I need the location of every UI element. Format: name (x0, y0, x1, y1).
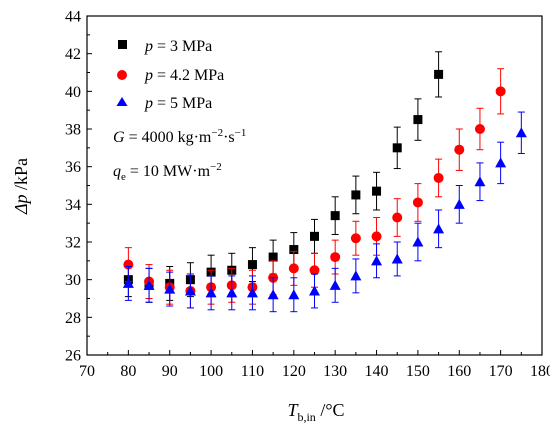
y-tick-label: 40 (65, 84, 81, 101)
data-point (330, 252, 341, 263)
data-point (495, 157, 507, 168)
y-axis-title-unit: /kPa (11, 158, 31, 195)
series-1 (123, 68, 506, 309)
x-tick-label: 160 (447, 363, 471, 380)
data-point (412, 197, 423, 208)
annotation-mass-flux: G = 4000 kg·m−2·s−1 (113, 127, 246, 146)
data-point (247, 260, 257, 270)
data-point (330, 211, 340, 221)
x-axis-title: Tb,in /°C (287, 400, 344, 424)
data-point (392, 212, 403, 223)
x-tick-label: 140 (365, 363, 389, 380)
plot-marks (122, 51, 527, 313)
y-axis-title-main: Δp (11, 194, 31, 215)
y-tick-label: 28 (65, 310, 81, 327)
data-point (371, 255, 383, 266)
data-point (122, 277, 134, 288)
x-tick-label: 110 (241, 363, 264, 380)
y-tick-label: 44 (65, 9, 81, 26)
data-point (515, 127, 527, 138)
data-point (288, 289, 300, 300)
data-point (474, 124, 485, 134)
data-point (433, 223, 445, 234)
data-point (310, 231, 319, 241)
x-tick-label: 130 (323, 363, 347, 380)
x-tick-label: 170 (489, 363, 513, 380)
data-point (412, 236, 424, 247)
y-tick-label: 42 (65, 46, 81, 63)
data-point (309, 265, 320, 276)
x-tick-label: 70 (79, 363, 95, 380)
data-point (392, 143, 402, 153)
y-tick-label: 34 (65, 197, 81, 214)
data-point (143, 279, 155, 290)
data-point (164, 283, 176, 294)
data-point (495, 86, 506, 97)
y-axis-title: Δp /kPa (11, 158, 31, 215)
x-tick-label: 150 (406, 363, 430, 380)
y-tick-label: 32 (65, 235, 81, 252)
data-point (226, 287, 238, 298)
axis-ticks: 70 80 90 100 110 120 130 140 150 160 170 180 26 28 30 3… (65, 9, 550, 381)
legend-marker-5mpa (116, 97, 128, 106)
y-tick-label: 26 (65, 348, 81, 365)
data-point (454, 144, 465, 155)
data-point (391, 253, 403, 264)
legend-label-5mpa: p = 5 MPa (144, 95, 212, 112)
y-tick-label: 38 (65, 122, 81, 139)
data-point (350, 270, 362, 281)
data-point (289, 245, 299, 255)
x-tick-label: 100 (199, 363, 223, 380)
data-point (329, 279, 341, 290)
data-point (372, 186, 382, 196)
data-point (413, 115, 423, 125)
data-point (309, 285, 320, 296)
legend-marker-3mpa (118, 40, 127, 49)
legend-marker-4-2mpa (117, 70, 127, 80)
data-point (205, 287, 217, 298)
legend-label-4-2mpa: p = 4.2 MPa (144, 67, 224, 84)
x-tick-label: 90 (162, 363, 178, 380)
data-point (453, 198, 465, 209)
y-tick-label: 30 (65, 272, 81, 289)
x-tick-label: 120 (282, 363, 306, 380)
legend-label-3mpa: p = 3 MPa (144, 38, 212, 55)
data-point (371, 231, 382, 242)
data-point (184, 285, 196, 296)
annotation-heat-flux: qe = 10 MW·m−2 (113, 161, 222, 183)
data-point (350, 233, 361, 244)
legend: p = 3 MPa p = 4.2 MPa p = 5 MPa (116, 38, 224, 112)
data-point (351, 190, 361, 200)
series-2 (122, 111, 527, 313)
data-point (246, 287, 258, 298)
x-axis-title-sub: b,in (297, 410, 315, 424)
data-point (288, 263, 299, 274)
data-point (123, 259, 134, 270)
data-point (434, 69, 444, 79)
y-tick-label: 36 (65, 159, 81, 176)
data-point (474, 176, 486, 187)
data-point (433, 172, 444, 183)
x-tick-label: 180 (530, 363, 550, 380)
x-tick-label: 80 (120, 363, 136, 380)
x-axis-title-unit: /°C (316, 400, 345, 420)
data-point (267, 289, 279, 300)
x-axis-title-main: T (287, 400, 299, 420)
data-point (268, 252, 278, 262)
